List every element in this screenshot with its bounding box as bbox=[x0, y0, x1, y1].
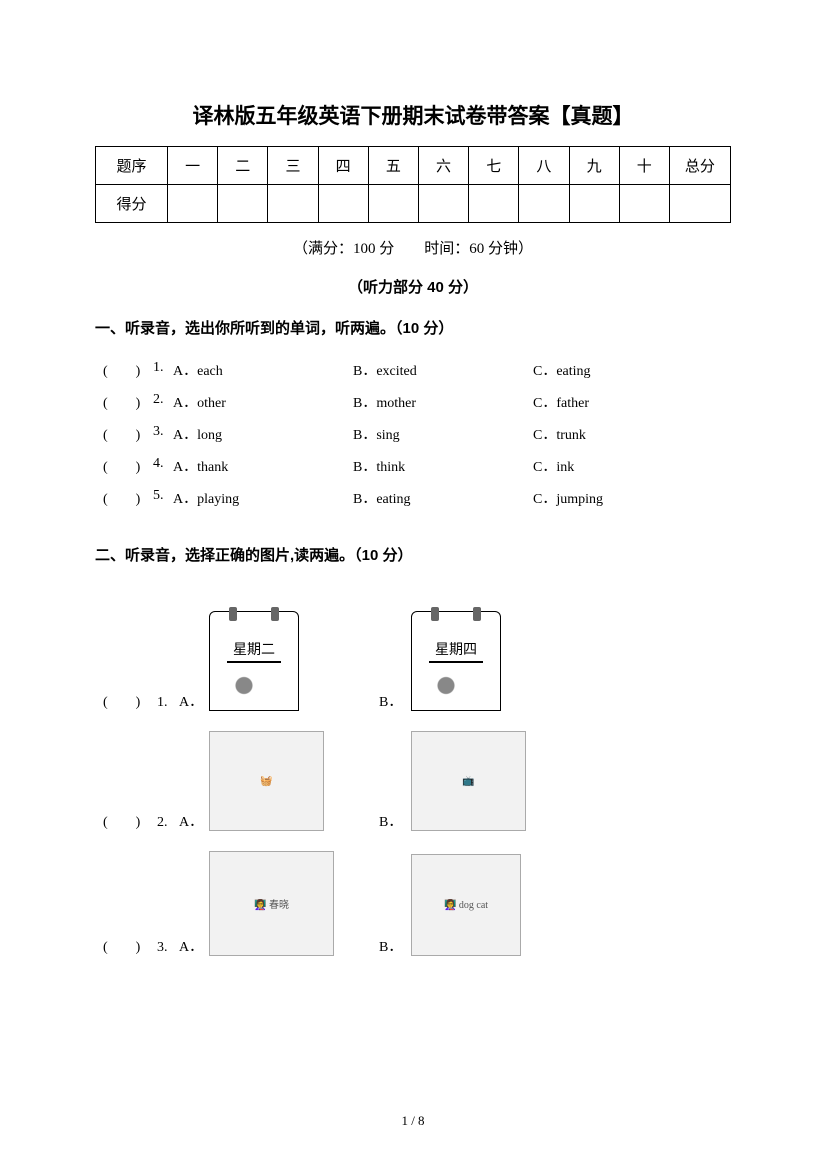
td-blank[interactable] bbox=[318, 185, 368, 223]
option-a-label: A． bbox=[179, 811, 209, 831]
q-num: 5. bbox=[153, 488, 173, 508]
th: 二 bbox=[218, 147, 268, 185]
listening-heading: （听力部分 40 分） bbox=[95, 276, 731, 297]
option-a-image: 🧺 bbox=[209, 731, 379, 831]
answer-blank[interactable]: ( ) bbox=[103, 424, 153, 444]
section2-questions: ( ) 1. A． 星期二 B． 星期四 ( ) 2. A． 🧺 B． bbox=[95, 611, 731, 956]
option-a: A．each bbox=[173, 360, 353, 380]
q-num: 1. bbox=[157, 695, 179, 711]
th: 五 bbox=[368, 147, 418, 185]
th: 三 bbox=[268, 147, 318, 185]
answer-blank[interactable]: ( ) bbox=[103, 392, 153, 412]
th: 十 bbox=[619, 147, 669, 185]
td-blank[interactable] bbox=[168, 185, 218, 223]
q-num: 2. bbox=[153, 392, 173, 412]
calendar-icon: 星期四 bbox=[411, 611, 501, 711]
pic-row: ( ) 3. A． 👩‍🏫 春晓 B． 👩‍🏫 dog cat bbox=[95, 851, 731, 956]
td-blank[interactable] bbox=[268, 185, 318, 223]
option-b: B．mother bbox=[353, 392, 533, 412]
page-number: 1 / 8 bbox=[0, 1113, 826, 1129]
option-a: A．playing bbox=[173, 488, 353, 508]
mcq-row: ( ) 4. A．thank B．think C．ink bbox=[95, 456, 731, 476]
option-a-label: A． bbox=[179, 691, 209, 711]
option-b-image: 📺 bbox=[411, 731, 731, 831]
calendar-day: 星期二 bbox=[227, 639, 281, 663]
calendar-day: 星期四 bbox=[429, 639, 483, 663]
mcq-row: ( ) 1. A．each B．excited C．eating bbox=[95, 360, 731, 380]
answer-blank[interactable]: ( ) bbox=[103, 488, 153, 508]
answer-blank[interactable]: ( ) bbox=[103, 691, 157, 711]
th: 八 bbox=[519, 147, 569, 185]
section1-questions: ( ) 1. A．each B．excited C．eating ( ) 2. … bbox=[95, 360, 731, 508]
option-b: B．sing bbox=[353, 424, 533, 444]
option-c: C．father bbox=[533, 392, 731, 412]
pic-row: ( ) 2. A． 🧺 B． 📺 bbox=[95, 731, 731, 831]
option-a: A．other bbox=[173, 392, 353, 412]
table-score-row: 得分 bbox=[96, 185, 731, 223]
option-c: C．trunk bbox=[533, 424, 731, 444]
scene-image: 👩‍🏫 春晓 bbox=[209, 851, 334, 956]
option-c: C．eating bbox=[533, 360, 731, 380]
th: 四 bbox=[318, 147, 368, 185]
mcq-row: ( ) 3. A．long B．sing C．trunk bbox=[95, 424, 731, 444]
q-num: 1. bbox=[153, 360, 173, 380]
option-a: A．thank bbox=[173, 456, 353, 476]
score-table: 题序 一 二 三 四 五 六 七 八 九 十 总分 得分 bbox=[95, 146, 731, 223]
td-blank[interactable] bbox=[418, 185, 468, 223]
option-a-image: 👩‍🏫 春晓 bbox=[209, 851, 379, 956]
pic-row: ( ) 1. A． 星期二 B． 星期四 bbox=[95, 611, 731, 711]
option-b-label: B． bbox=[379, 936, 411, 956]
option-b-image: 👩‍🏫 dog cat bbox=[411, 854, 731, 956]
option-b-label: B． bbox=[379, 811, 411, 831]
mcq-row: ( ) 5. A．playing B．eating C．jumping bbox=[95, 488, 731, 508]
option-a-label: A． bbox=[179, 936, 209, 956]
option-b-label: B． bbox=[379, 691, 411, 711]
q-num: 3. bbox=[153, 424, 173, 444]
table-header-row: 题序 一 二 三 四 五 六 七 八 九 十 总分 bbox=[96, 147, 731, 185]
mcq-row: ( ) 2. A．other B．mother C．father bbox=[95, 392, 731, 412]
td-label: 得分 bbox=[96, 185, 168, 223]
q-num: 4. bbox=[153, 456, 173, 476]
td-blank[interactable] bbox=[469, 185, 519, 223]
th: 总分 bbox=[669, 147, 730, 185]
section2-title: 二、听录音，选择正确的图片,读两遍。（10 分） bbox=[95, 544, 731, 565]
option-b-image: 星期四 bbox=[411, 611, 731, 711]
answer-blank[interactable]: ( ) bbox=[103, 360, 153, 380]
option-b: B．think bbox=[353, 456, 533, 476]
option-c: C．jumping bbox=[533, 488, 731, 508]
th: 题序 bbox=[96, 147, 168, 185]
th: 六 bbox=[418, 147, 468, 185]
th: 七 bbox=[469, 147, 519, 185]
td-blank[interactable] bbox=[569, 185, 619, 223]
scene-image: 🧺 bbox=[209, 731, 324, 831]
td-blank[interactable] bbox=[519, 185, 569, 223]
th: 九 bbox=[569, 147, 619, 185]
td-blank[interactable] bbox=[368, 185, 418, 223]
section1-title: 一、听录音，选出你所听到的单词，听两遍。（10 分） bbox=[95, 317, 731, 338]
q-num: 2. bbox=[157, 815, 179, 831]
doc-title: 译林版五年级英语下册期末试卷带答案【真题】 bbox=[95, 100, 731, 130]
answer-blank[interactable]: ( ) bbox=[103, 811, 157, 831]
td-blank[interactable] bbox=[669, 185, 730, 223]
scene-image: 👩‍🏫 dog cat bbox=[411, 854, 521, 956]
option-c: C．ink bbox=[533, 456, 731, 476]
scene-image: 📺 bbox=[411, 731, 526, 831]
option-b: B．excited bbox=[353, 360, 533, 380]
exam-info: （满分：100 分 时间：60 分钟） bbox=[95, 237, 731, 258]
th: 一 bbox=[168, 147, 218, 185]
calendar-icon: 星期二 bbox=[209, 611, 299, 711]
q-num: 3. bbox=[157, 940, 179, 956]
answer-blank[interactable]: ( ) bbox=[103, 456, 153, 476]
option-a-image: 星期二 bbox=[209, 611, 379, 711]
option-b: B．eating bbox=[353, 488, 533, 508]
td-blank[interactable] bbox=[619, 185, 669, 223]
answer-blank[interactable]: ( ) bbox=[103, 936, 157, 956]
option-a: A．long bbox=[173, 424, 353, 444]
td-blank[interactable] bbox=[218, 185, 268, 223]
